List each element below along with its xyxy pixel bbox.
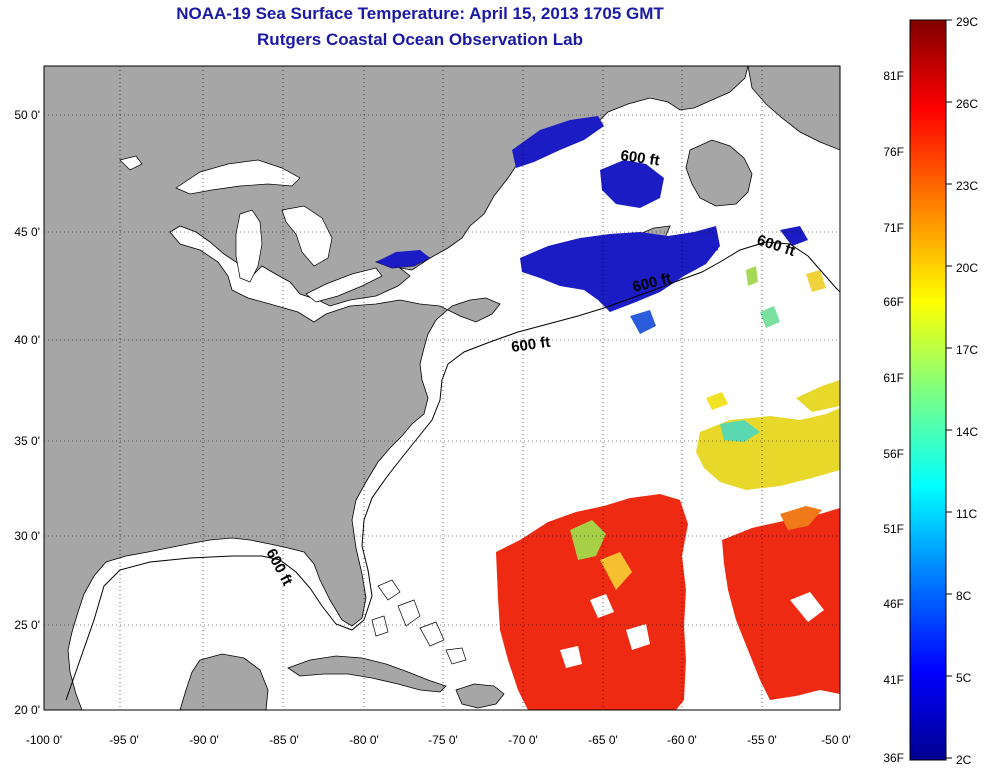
lon-tick-50: -50 0'	[821, 733, 851, 747]
lake-superior	[175, 159, 301, 195]
cold-sst-patches	[376, 116, 808, 334]
lon-tick-65: -65 0'	[588, 733, 618, 747]
cb-f-81: 81F	[883, 69, 904, 83]
lon-tick-100: -100 0'	[26, 733, 62, 747]
isobath-label-1: 600 ft	[619, 147, 660, 169]
cb-f-51: 51F	[883, 522, 904, 536]
lon-tick-95: -95 0'	[109, 733, 139, 747]
mid-sst-patches	[696, 266, 840, 490]
lat-tick-25: 25 0'	[14, 618, 40, 632]
lon-tick-90: -90 0'	[189, 733, 219, 747]
cb-f-71: 71F	[883, 221, 904, 235]
lat-tick-50: 50 0'	[14, 108, 40, 122]
lake-huron	[281, 205, 333, 267]
cb-c-5: 5C	[956, 671, 972, 685]
isobath-600ft	[65, 241, 840, 701]
cb-c-23: 23C	[956, 179, 978, 193]
map-title: NOAA-19 Sea Surface Temperature: April 1…	[176, 4, 664, 23]
north-america-land	[44, 66, 749, 710]
grid-lines	[44, 66, 840, 710]
lat-tick-35: 35 0'	[14, 434, 40, 448]
cb-f-76: 76F	[883, 145, 904, 159]
lon-tick-85: -85 0'	[269, 733, 299, 747]
cb-c-14: 14C	[956, 425, 978, 439]
lat-tick-20: 20 0'	[14, 703, 40, 717]
cb-c-11: 11C	[956, 507, 977, 521]
lon-tick-75: -75 0'	[428, 733, 458, 747]
cuba-land	[287, 655, 447, 693]
warm-sst-patches	[496, 494, 840, 710]
labrador-coast	[747, 66, 840, 151]
colorbar-ticks	[946, 19, 952, 759]
lake-erie	[305, 267, 383, 303]
lake-michigan	[235, 209, 263, 283]
cb-c-8: 8C	[956, 589, 972, 603]
lon-tick-80: -80 0'	[349, 733, 379, 747]
colorbar-fahrenheit-labels: 81F 76F 71F 66F 61F 56F 51F 46F 41F 36F	[883, 69, 904, 765]
lat-tick-45: 45 0'	[14, 225, 40, 239]
lat-tick-40: 40 0'	[14, 333, 40, 347]
latitude-tick-labels: 50 0' 45 0' 40 0' 35 0' 30 0' 25 0' 20 0…	[14, 108, 40, 717]
plot-frame	[43, 65, 841, 711]
cb-f-56: 56F	[883, 447, 904, 461]
hudson-bay-south	[119, 155, 143, 171]
cb-f-41: 41F	[883, 673, 904, 687]
cb-f-66: 66F	[883, 295, 904, 309]
cb-c-17: 17C	[956, 343, 978, 357]
cb-f-46: 46F	[883, 597, 904, 611]
cb-f-61: 61F	[883, 371, 904, 385]
cb-c-20: 20C	[956, 261, 978, 275]
bahamas-islands	[371, 579, 467, 665]
colorbar-celsius-labels: 29C 26C 23C 20C 17C 14C 11C 8C 5C 2C	[956, 15, 978, 767]
hispaniola-land	[455, 683, 505, 709]
lon-tick-55: -55 0'	[747, 733, 777, 747]
map-subtitle: Rutgers Coastal Ocean Observation Lab	[257, 30, 583, 49]
cb-c-2: 2C	[956, 753, 972, 767]
great-lakes	[119, 155, 431, 303]
cb-f-36: 36F	[883, 751, 904, 765]
cb-c-26: 26C	[956, 97, 978, 111]
newfoundland-land	[685, 139, 753, 207]
longitude-tick-labels: -100 0' -95 0' -90 0' -85 0' -80 0' -75 …	[26, 733, 851, 747]
lon-tick-60: -60 0'	[667, 733, 697, 747]
lat-tick-30: 30 0'	[14, 529, 40, 543]
isobath-label-4: 600 ft	[510, 334, 551, 356]
lon-tick-70: -70 0'	[508, 733, 538, 747]
yucatan-land	[179, 653, 269, 710]
colorbar	[909, 19, 947, 761]
cb-c-29: 29C	[956, 15, 978, 29]
